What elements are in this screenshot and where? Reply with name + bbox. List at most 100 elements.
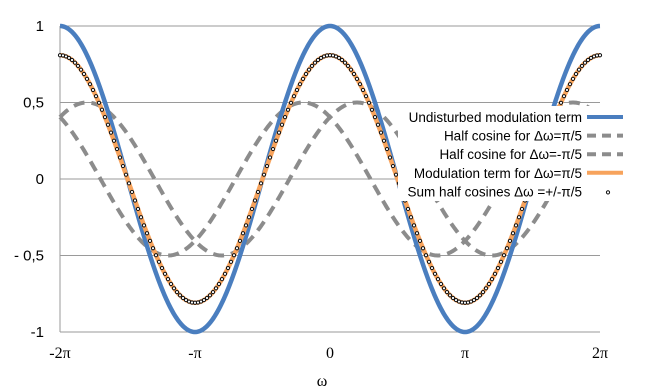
series-4-point-128 (441, 286, 447, 291)
series-4-point-68 (261, 172, 267, 177)
series-4-point-66 (255, 189, 261, 195)
x-tick-label-3: π (461, 345, 469, 362)
series-4-point-173 (576, 67, 582, 72)
series-4-point-25 (132, 198, 138, 203)
legend-label-0: Undisturbed modulation term (409, 110, 582, 125)
x-tick-label-1: -π (188, 345, 201, 362)
series-4-point-48 (201, 297, 207, 303)
legend: Undisturbed modulation term Half cosine f… (398, 106, 623, 201)
series-4-point-35 (162, 271, 168, 276)
series-4-point-65 (252, 198, 258, 203)
series-4-point-54 (219, 277, 225, 282)
series-4-point-125 (432, 271, 438, 276)
series-4-point-63 (246, 215, 252, 220)
series-4-point-95 (342, 60, 348, 65)
series-4-point-109 (384, 146, 390, 152)
series-4-point-126 (435, 277, 441, 282)
series-4-point-129 (444, 289, 450, 295)
series-4-point-167 (558, 100, 564, 105)
series-4-point-3 (66, 55, 72, 61)
series-4-point-174 (579, 63, 585, 69)
series-4-point-33 (156, 259, 162, 264)
series-4-point-73 (276, 130, 282, 135)
series-4-point-24 (129, 189, 135, 195)
series-4-point-39 (174, 289, 180, 295)
series-4-point-84 (309, 63, 315, 69)
series-4-point-118 (411, 223, 417, 228)
series-4-point-20 (117, 155, 123, 160)
x-axis-label: ω (317, 373, 328, 390)
y-tick-label-1: 0,5 (23, 95, 44, 112)
series-4-point-58 (231, 253, 237, 258)
series-4-point-16 (105, 122, 111, 127)
series-4-point-4 (69, 57, 75, 63)
series-4-point-77 (288, 100, 294, 105)
series-4-point-110 (387, 155, 393, 160)
series-4-point-60 (237, 238, 243, 243)
series-4-point-121 (420, 246, 426, 251)
series-4-point-140 (477, 293, 483, 298)
series-4-point-111 (390, 163, 396, 169)
series-4-point-151 (510, 231, 516, 236)
series-4-point-51 (210, 289, 216, 295)
series-4-point-107 (378, 130, 384, 135)
series-4-point-62 (243, 223, 249, 228)
series-4-point-30 (147, 238, 153, 243)
series-4-point-74 (279, 122, 285, 127)
series-markers-4 (57, 53, 603, 305)
series-4-point-27 (138, 215, 144, 220)
series-4-point-138 (471, 297, 477, 303)
series-4-point-99 (354, 76, 360, 81)
series-4-point-41 (180, 295, 186, 301)
series-4-point-101 (360, 87, 366, 93)
series-4-point-104 (369, 107, 375, 112)
series-4-point-23 (126, 181, 132, 186)
series-4-point-142 (483, 286, 489, 291)
series-4-point-6 (75, 63, 81, 69)
series-4-point-86 (315, 57, 321, 63)
series-4-point-29 (144, 231, 150, 236)
series-4-point-119 (414, 231, 420, 236)
series-4-point-55 (222, 271, 228, 276)
series-4-point-38 (171, 286, 177, 291)
series-4-point-94 (339, 57, 345, 63)
series-4-point-102 (363, 94, 369, 99)
series-4-point-98 (351, 71, 357, 77)
series-4-point-69 (264, 163, 270, 169)
x-tick-label-2: 0 (326, 345, 334, 362)
legend-label-2: Half cosine for Δω=-π/5 (439, 147, 582, 162)
series-4-point-176 (585, 57, 591, 63)
series-4-point-71 (270, 146, 276, 152)
series-4-point-180 (597, 53, 603, 58)
series-4-point-146 (495, 265, 501, 271)
series-4-point-169 (564, 87, 570, 93)
series-4-point-108 (381, 138, 387, 143)
series-4-point-10 (87, 82, 93, 87)
series-4-point-37 (168, 281, 174, 287)
series-4-point-105 (372, 115, 378, 120)
series-4-point-31 (150, 246, 156, 251)
series-4-point-175 (582, 60, 588, 65)
series-4-point-19 (114, 146, 120, 152)
series-4-point-152 (513, 223, 519, 228)
legend-label-3: Modulation term for Δω=π/5 (414, 166, 582, 181)
series-4-point-100 (357, 82, 363, 87)
series-4-point-149 (504, 246, 510, 251)
series-4-point-130 (447, 293, 453, 298)
series-4-point-28 (141, 223, 147, 228)
series-4-point-13 (96, 100, 102, 105)
series-4-point-120 (417, 238, 423, 243)
series-line-0 (58, 23, 602, 335)
series-4-point-50 (207, 293, 213, 298)
series-4-point-12 (93, 94, 99, 99)
series-4-point-26 (135, 206, 141, 212)
series-4-point-75 (282, 115, 288, 120)
series-4-point-145 (492, 271, 498, 276)
series-4-point-147 (498, 259, 504, 264)
x-tick-label-4: 2π (592, 345, 608, 362)
series-4-point-52 (213, 286, 219, 291)
series-4-point-143 (486, 281, 492, 287)
legend-box (398, 106, 620, 201)
series-4-point-78 (291, 94, 297, 99)
